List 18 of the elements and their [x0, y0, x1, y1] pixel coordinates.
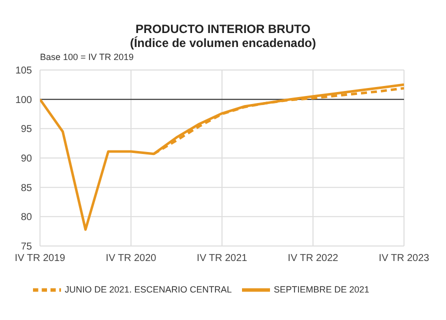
- chart-subtitle: (Índice de volumen encadenado): [128, 36, 318, 50]
- x-tick-label: IV TR 2021: [196, 253, 248, 264]
- legend-label: JUNIO DE 2021. ESCENARIO CENTRAL: [64, 284, 232, 294]
- y-tick-label: 75: [20, 242, 32, 253]
- x-tick-label: IV TR 2019: [14, 253, 66, 264]
- x-tick-label: IV TR 2023: [378, 253, 430, 264]
- y-tick-label: 105: [15, 66, 32, 77]
- text: Base 100 = IV TR 2019: [40, 52, 135, 64]
- legend-label: SEPTIEMBRE DE 2021: [274, 284, 370, 294]
- y-tick-label: 90: [20, 154, 32, 165]
- y-tick-label: 100: [15, 94, 32, 106]
- x-tick-label: IV TR 2020: [106, 253, 157, 264]
- y-tick-label: 95: [20, 124, 32, 136]
- y-tick-label: 85: [20, 182, 32, 194]
- chart-title: PRODUCTO INTERIOR BRUTO: [134, 22, 312, 36]
- y-tick-label: 80: [20, 212, 32, 224]
- line-series: [40, 83, 404, 231]
- x-tick-label: IV TR 2022: [288, 253, 339, 264]
